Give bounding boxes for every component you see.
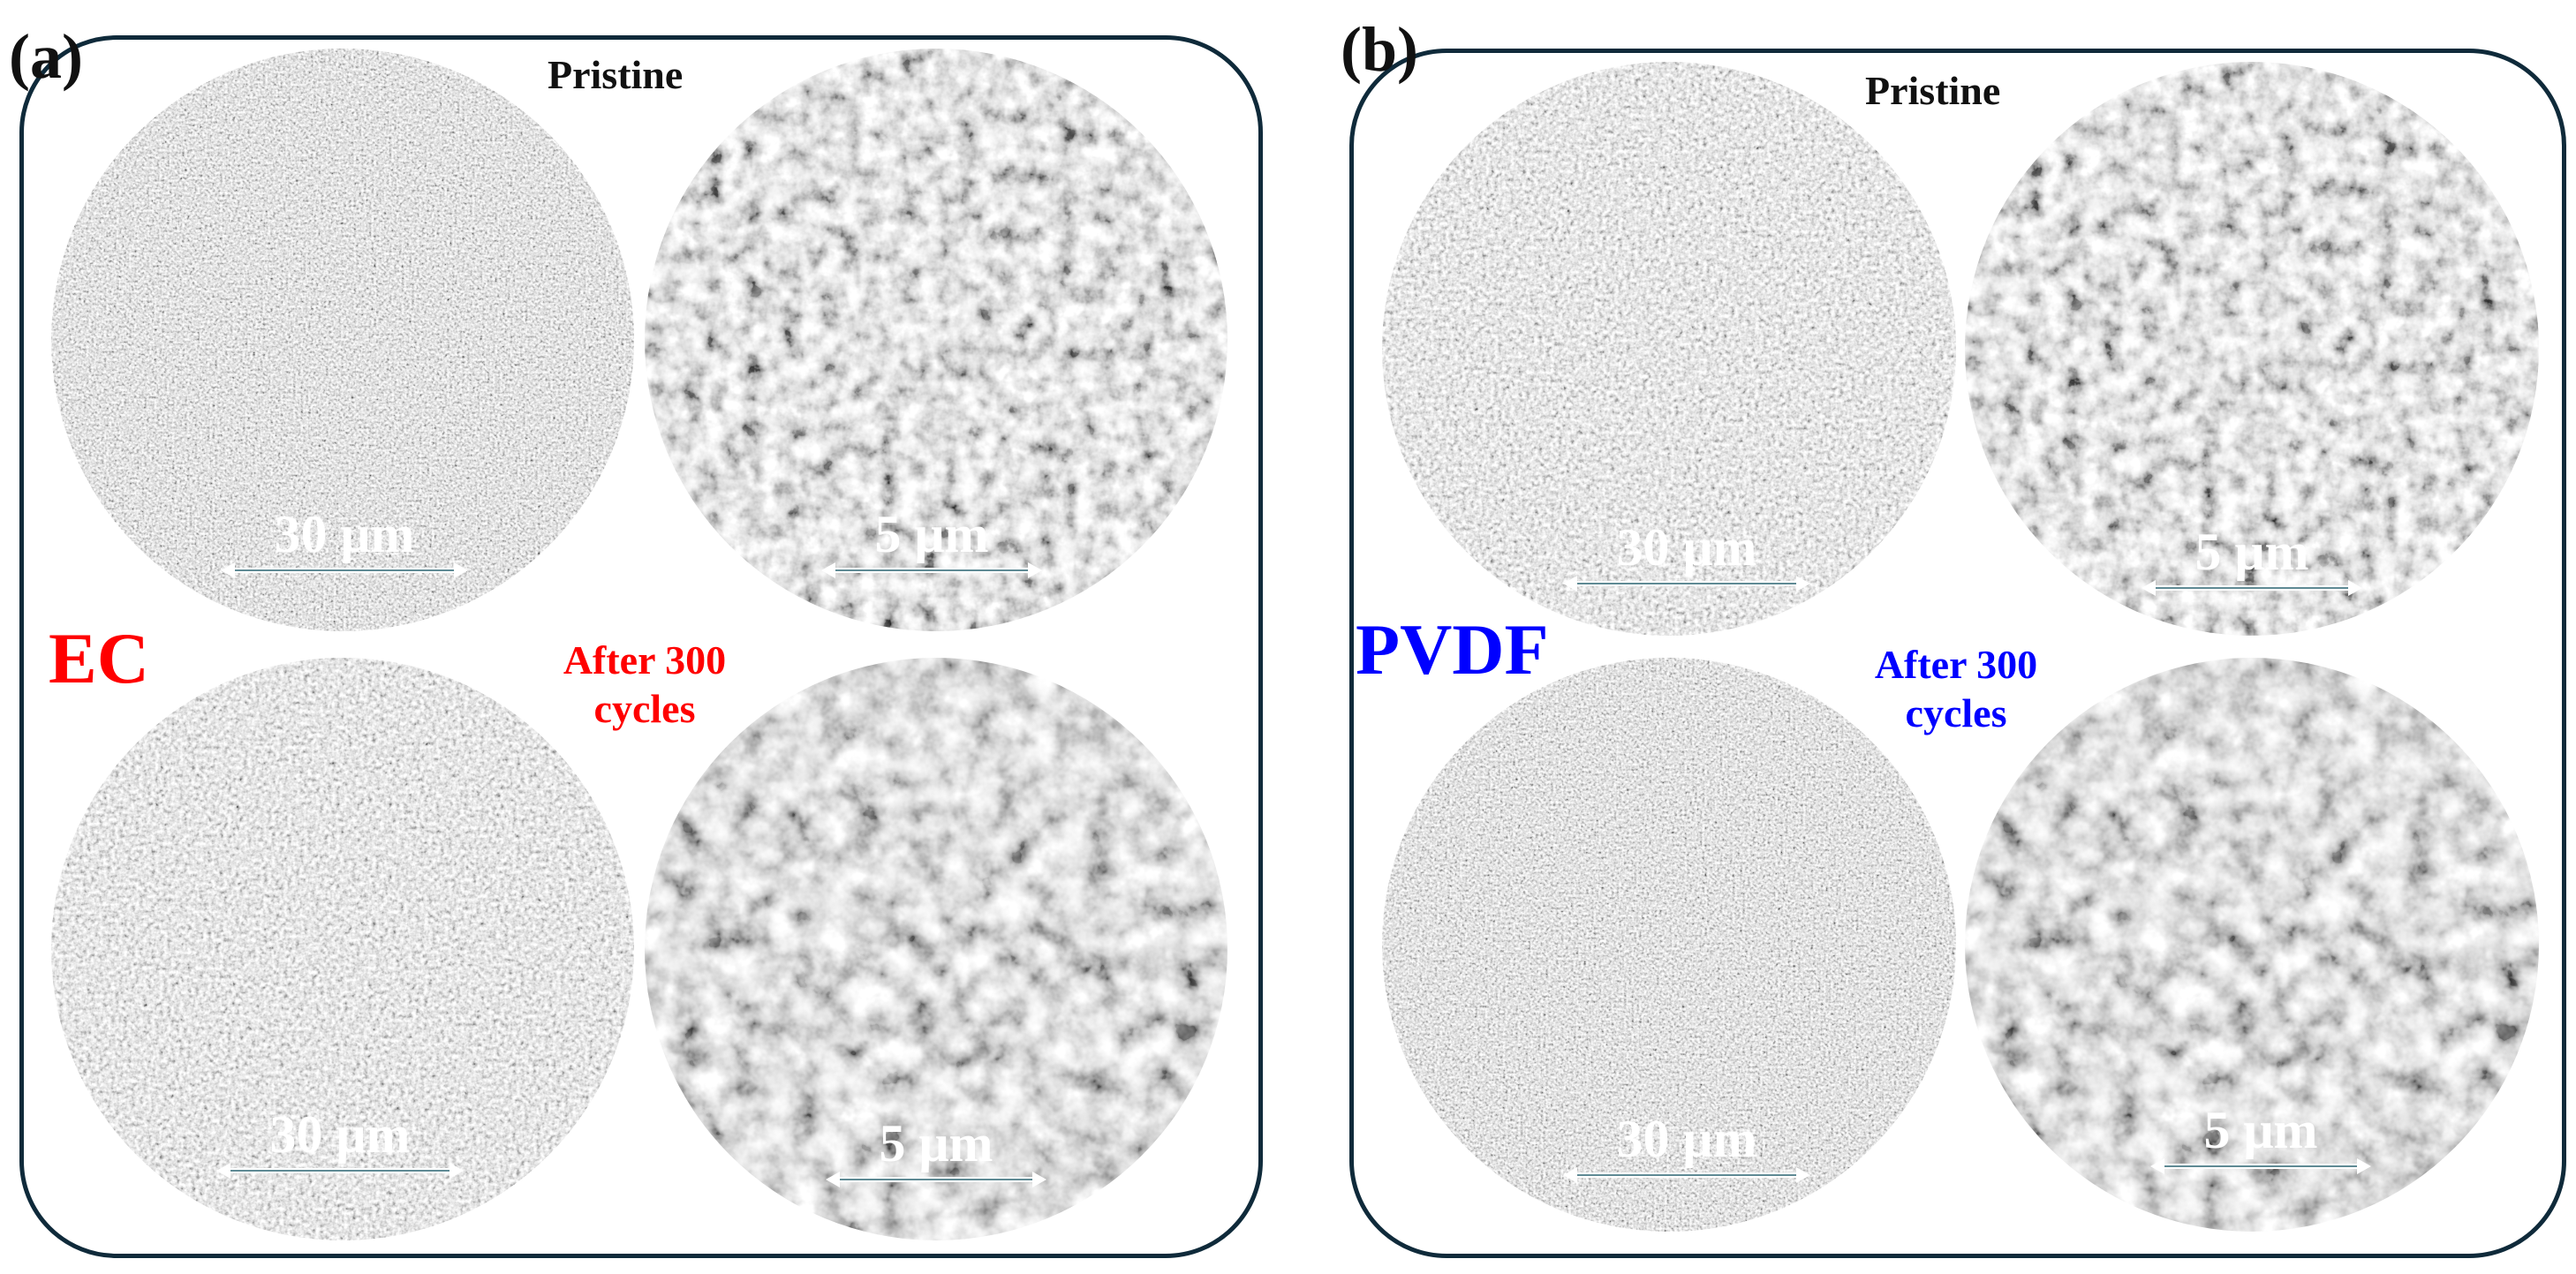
scale-arrow (2150, 1158, 2371, 1174)
sem-image-b-cycled-high (1965, 658, 2539, 1232)
sem-image-a-pristine-low (51, 49, 634, 631)
panel-b-letter: (b) (1341, 14, 1418, 85)
panel-b-after-label: After 300 cycles (1837, 640, 2075, 737)
panel-a-letter: (a) (9, 21, 83, 92)
scale-arrow (221, 562, 468, 578)
sem-image-b-pristine-high (1965, 62, 2539, 636)
scale-arrow (216, 1163, 464, 1179)
scale-label: 30 μm (1616, 518, 1757, 577)
sem-image-a-pristine-high (645, 49, 1228, 631)
panel-a-after-line1: After 300 (563, 637, 727, 682)
scale-label: 5 μm (879, 1114, 993, 1172)
panel-a-after-label: After 300 cycles (525, 636, 764, 733)
panel-a-pristine-label: Pristine (548, 52, 684, 97)
scale-bar-a-pristine-high: 5 μm (804, 508, 1060, 580)
scale-arrow (1563, 1167, 1810, 1183)
scale-arrow (826, 1172, 1046, 1187)
scale-label: 5 μm (874, 505, 989, 563)
sem-image-a-cycled-low (51, 658, 634, 1240)
scale-bar-b-cycled-low: 30 μm (1554, 1112, 1819, 1185)
scale-label: 30 μm (274, 505, 415, 563)
panel-b-after-line1: After 300 (1874, 642, 2038, 687)
scale-label: 5 μm (2203, 1101, 2318, 1159)
scale-label: 5 μm (2195, 523, 2309, 581)
scale-arrow (1563, 576, 1810, 592)
sem-image-b-cycled-low (1382, 658, 1956, 1232)
scale-bar-a-cycled-low: 30 μm (208, 1108, 472, 1180)
panel-b-pristine-label: Pristine (1865, 68, 2001, 113)
panel-a-group-label: EC (49, 618, 149, 698)
scale-label: 30 μm (269, 1105, 411, 1164)
panel-a-after-line2: cycles (593, 686, 696, 732)
scale-bar-b-pristine-low: 30 μm (1554, 521, 1819, 593)
scale-arrow (821, 562, 1042, 578)
panel-b-after-line2: cycles (1905, 690, 2007, 736)
sem-image-b-pristine-low (1382, 62, 1956, 636)
scale-bar-b-cycled-high: 5 μm (2133, 1104, 2389, 1176)
scale-arrow (2142, 580, 2362, 596)
sem-image-a-cycled-high (645, 658, 1228, 1240)
panel-b-group-label: PVDF (1356, 609, 1549, 690)
scale-bar-b-pristine-high: 5 μm (2124, 525, 2380, 598)
scale-bar-a-pristine-low: 30 μm (212, 508, 477, 580)
scale-label: 30 μm (1616, 1110, 1757, 1168)
scale-bar-a-cycled-high: 5 μm (808, 1117, 1064, 1189)
